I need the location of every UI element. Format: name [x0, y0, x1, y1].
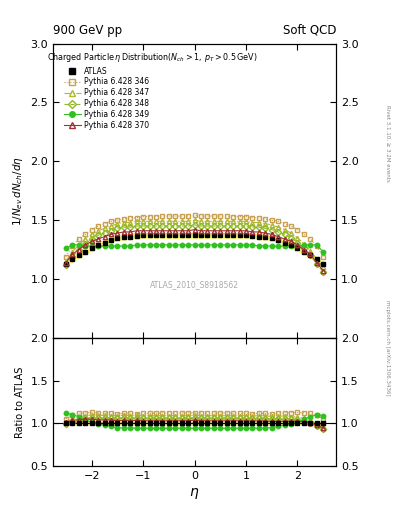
Text: ATLAS_2010_S8918562: ATLAS_2010_S8918562	[150, 281, 239, 289]
Y-axis label: Ratio to ATLAS: Ratio to ATLAS	[15, 366, 25, 438]
Text: Charged Particle$\,\eta\,$Distribution$(N_{ch}>1,\,p_T>0.5\,\mathrm{GeV})$: Charged Particle$\,\eta\,$Distribution$(…	[47, 51, 257, 64]
X-axis label: $\eta$: $\eta$	[189, 486, 200, 501]
Text: Rivet 3.1.10, ≥ 3.2M events: Rivet 3.1.10, ≥ 3.2M events	[385, 105, 390, 182]
Text: Soft QCD: Soft QCD	[283, 24, 336, 37]
Y-axis label: $1/N_{ev}\,dN_{ch}/d\eta$: $1/N_{ev}\,dN_{ch}/d\eta$	[11, 156, 25, 226]
Text: mcplots.cern.ch [arXiv:1306.3436]: mcplots.cern.ch [arXiv:1306.3436]	[385, 301, 390, 396]
Text: 900 GeV pp: 900 GeV pp	[53, 24, 122, 37]
Legend: ATLAS, Pythia 6.428 346, Pythia 6.428 347, Pythia 6.428 348, Pythia 6.428 349, P: ATLAS, Pythia 6.428 346, Pythia 6.428 34…	[62, 65, 151, 132]
